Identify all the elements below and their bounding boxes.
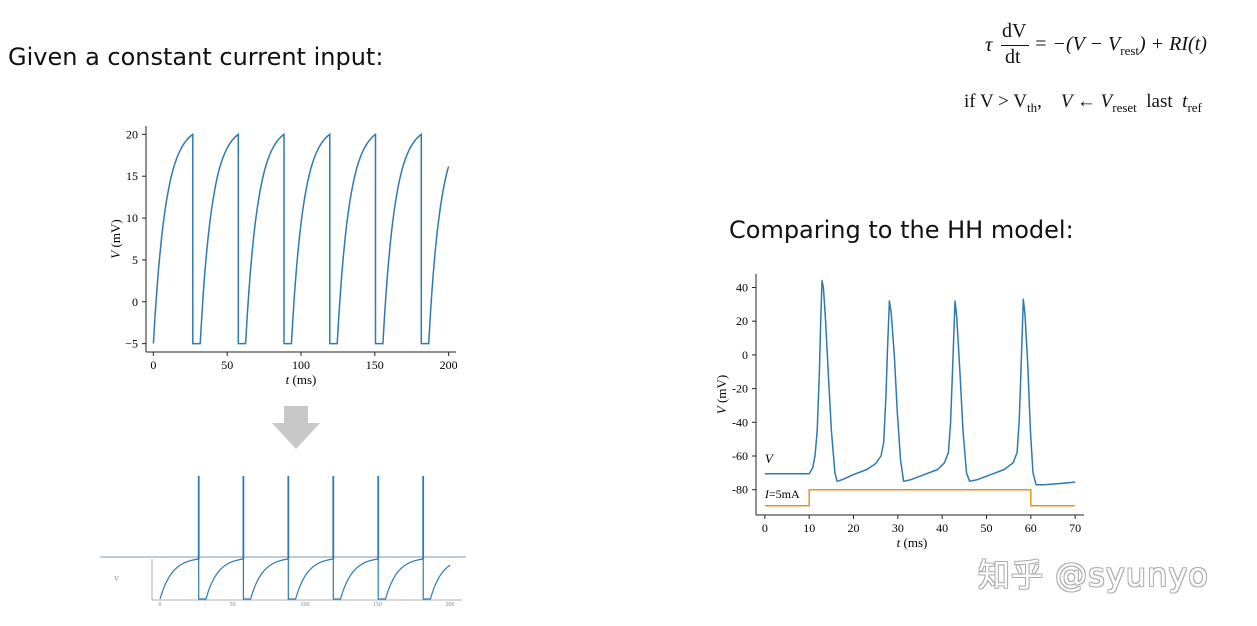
hh-y-tick-label: -60 <box>732 449 748 463</box>
lif-y-label: V (mV) <box>108 219 123 258</box>
thumb-x-tick-label: 0 <box>159 602 162 606</box>
lif-y-tick-label: −5 <box>125 337 138 351</box>
hh-x-tick-label: 10 <box>803 521 815 535</box>
eq-fraction-bar <box>1001 45 1029 46</box>
down-arrow-icon <box>272 406 320 449</box>
eq-numerator: dV <box>1002 20 1027 42</box>
hh-current-series-label: I=5mA <box>764 487 800 501</box>
eq-denominator: dt <box>1005 46 1021 68</box>
lif-x-tick-label: 100 <box>292 358 310 372</box>
hh-x-tick-label: 0 <box>762 521 768 535</box>
heading-constant-current: Given a constant current input: <box>8 43 384 71</box>
hh-voltage-chart: 40 20 0 -20 -40 -60 -80 0 10 20 30 40 50 60 70 t (ms) V … <box>714 274 1084 550</box>
lif-x-tick-label: 150 <box>366 358 384 372</box>
lif-y-tick-label: 0 <box>132 295 138 309</box>
hh-y-tick-label: -80 <box>732 483 748 497</box>
lif-y-tick-label: 5 <box>132 253 138 267</box>
hh-y-tick-label: 20 <box>736 314 748 328</box>
hh-x-tick-label: 20 <box>848 521 860 535</box>
hh-x-tick-label: 60 <box>1025 521 1037 535</box>
thumb-x-tick-label: 150 <box>373 602 382 606</box>
heading-hh-comparison: Comparing to the HH model: <box>729 216 1074 244</box>
lif-x-tick-label: 0 <box>150 358 156 372</box>
hh-y-tick-label: -20 <box>732 382 748 396</box>
lif-spike-thumbnail: V 0 50 100 150 200 <box>100 476 466 606</box>
hh-x-label: t (ms) <box>897 535 928 550</box>
lif-y-tick-label: 10 <box>126 211 138 225</box>
hh-voltage-series-label: V <box>765 451 775 466</box>
hh-x-tick-label: 50 <box>980 521 992 535</box>
thumb-y-label: V <box>114 575 119 583</box>
eq-tau: τ <box>985 32 993 56</box>
lif-x-tick-label: 50 <box>221 358 233 372</box>
hh-x-tick-label: 30 <box>892 521 904 535</box>
hh-voltage-line <box>764 279 1076 486</box>
thumb-voltage-line <box>159 558 451 600</box>
hh-y-tick-label: -40 <box>732 415 748 429</box>
lif-voltage-line <box>152 132 450 345</box>
hh-y-tick-label: 40 <box>736 280 748 294</box>
thumb-x-tick-label: 50 <box>230 602 236 606</box>
hh-y-tick-label: 0 <box>742 348 748 362</box>
lif-y-tick-label: 15 <box>126 169 138 183</box>
eq-rhs: = −(V − Vrest) + RI(t) <box>1034 33 1207 58</box>
hh-y-label: V (mV) <box>714 375 729 414</box>
lif-x-tick-label: 200 <box>440 358 458 372</box>
lif-x-label: t (ms) <box>286 372 317 387</box>
hh-x-tick-label: 40 <box>936 521 948 535</box>
thumb-x-tick-label: 200 <box>446 602 455 606</box>
lif-y-tick-label: 20 <box>126 127 138 141</box>
zhihu-watermark: 知乎 @syunyo <box>978 556 1209 594</box>
hh-current-line <box>764 488 1076 507</box>
thumb-x-tick-label: 100 <box>301 602 310 606</box>
hh-x-tick-label: 70 <box>1069 521 1081 535</box>
eq-condition: if V > Vth, V ← Vreset last tref <box>964 91 1202 115</box>
